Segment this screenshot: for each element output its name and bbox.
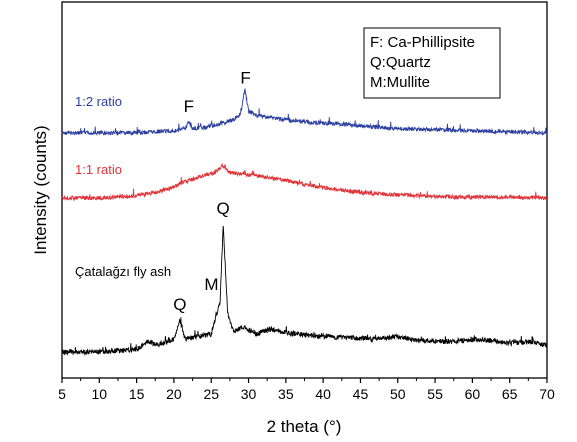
x-tick-label: 40 bbox=[315, 386, 331, 402]
peak-label: Q bbox=[217, 199, 230, 218]
y-axis-title: Intensity (counts) bbox=[31, 125, 50, 254]
series-label: 1:1 ratio bbox=[75, 162, 122, 177]
x-axis-title: 2 theta (°) bbox=[267, 417, 342, 436]
legend-entry-mullite: M:Mullite bbox=[370, 74, 430, 91]
x-tick-label: 65 bbox=[502, 386, 518, 402]
x-tick-label: 10 bbox=[92, 386, 108, 402]
series-line bbox=[61, 162, 548, 202]
legend-frame bbox=[363, 27, 501, 99]
x-tick-label: 50 bbox=[390, 386, 406, 402]
series-line bbox=[61, 225, 548, 357]
peak-label: M bbox=[204, 275, 218, 294]
x-tick-label: 70 bbox=[539, 386, 555, 402]
x-tick-label: 30 bbox=[241, 386, 257, 402]
x-tick-label: 20 bbox=[166, 386, 182, 402]
x-tick-label: 60 bbox=[465, 386, 481, 402]
series-label: Çatalağzı fly ash bbox=[75, 264, 171, 279]
series-label: 1:2 ratio bbox=[75, 94, 122, 109]
peak-label: Q bbox=[173, 295, 186, 314]
x-tick-label: 55 bbox=[427, 386, 443, 402]
series-line bbox=[61, 88, 548, 137]
x-tick-label: 45 bbox=[353, 386, 369, 402]
peak-label: F bbox=[184, 97, 194, 116]
legend-entry-quartz: Q:Quartz bbox=[370, 54, 431, 71]
x-tick-label: 25 bbox=[203, 386, 219, 402]
legend-box: F: Ca-Phillipsite Q:Quartz M:Mullite bbox=[363, 27, 501, 99]
series-layer: 1:2 ratio 1:1 ratio Çatalağzı fly ash bbox=[61, 88, 548, 357]
x-tick-label: 5 bbox=[58, 386, 66, 402]
legend-entry-phillipsite: F: Ca-Phillipsite bbox=[370, 34, 475, 51]
peak-label: F bbox=[240, 68, 250, 87]
x-tick-label: 35 bbox=[278, 386, 294, 402]
x-tick-label: 15 bbox=[129, 386, 145, 402]
x-axis-ticks: 5 10 15 20 25 30 35 40 45 50 55 60 65 70 bbox=[58, 378, 555, 402]
